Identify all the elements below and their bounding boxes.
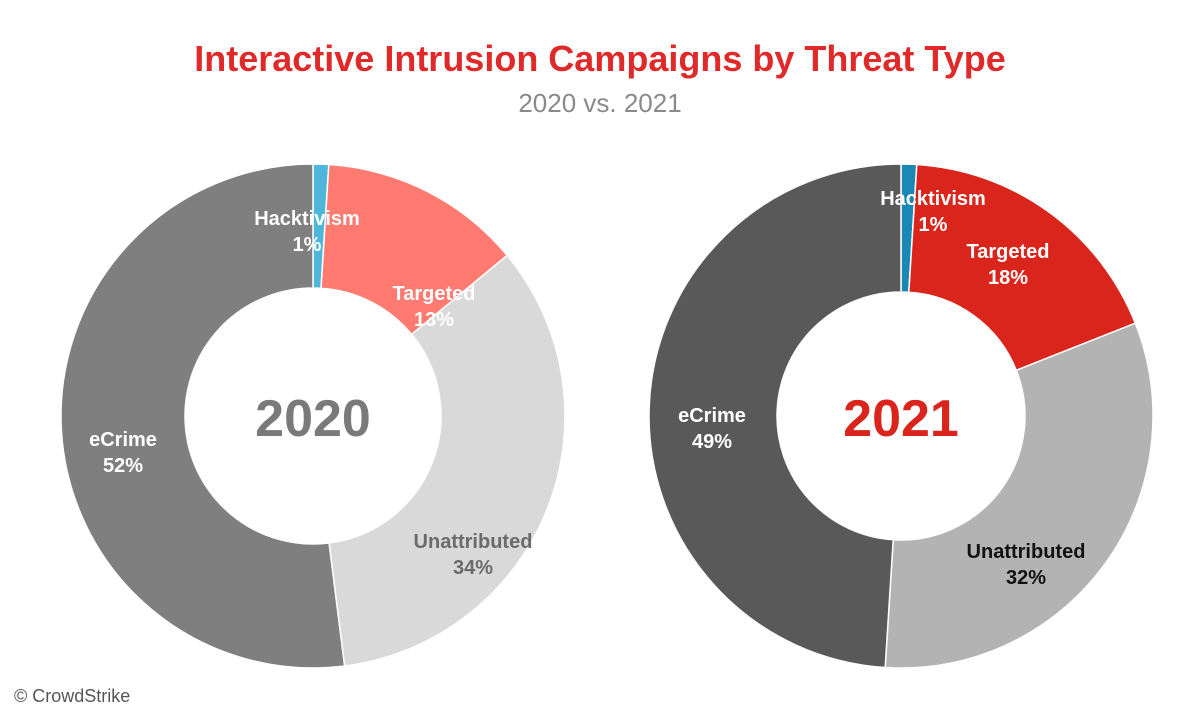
slice-2020-unattributed xyxy=(328,254,566,667)
slice-2020-ecrime xyxy=(60,163,346,669)
slice-label-2020-unattributed: Unattributed 34% xyxy=(414,531,533,579)
slice-2021-targeted xyxy=(907,163,1137,372)
slice-2021-ecrime xyxy=(648,163,902,669)
slice-label-2020-hacktivism: Hacktivism 1% xyxy=(254,208,360,256)
slice-label-2020-targeted: Targeted 13% xyxy=(393,283,476,331)
slice-2021-unattributed xyxy=(884,322,1154,669)
slice-label-2021-unattributed: Unattributed 32% xyxy=(967,541,1086,589)
center-label-2021: 2021 xyxy=(843,390,959,448)
slice-label-2021-ecrime: eCrime 49% xyxy=(678,405,746,453)
center-label-2020: 2020 xyxy=(255,390,371,448)
slice-label-2021-hacktivism: Hacktivism 1% xyxy=(880,188,986,236)
slice-label-2021-targeted: Targeted 18% xyxy=(967,241,1050,289)
chart-subtitle: 2020 vs. 2021 xyxy=(518,88,682,118)
slice-label-2020-ecrime: eCrime 52% xyxy=(89,429,157,477)
copyright-watermark: © CrowdStrike xyxy=(14,686,131,706)
chart-title: Interactive Intrusion Campaigns by Threa… xyxy=(194,38,1006,79)
